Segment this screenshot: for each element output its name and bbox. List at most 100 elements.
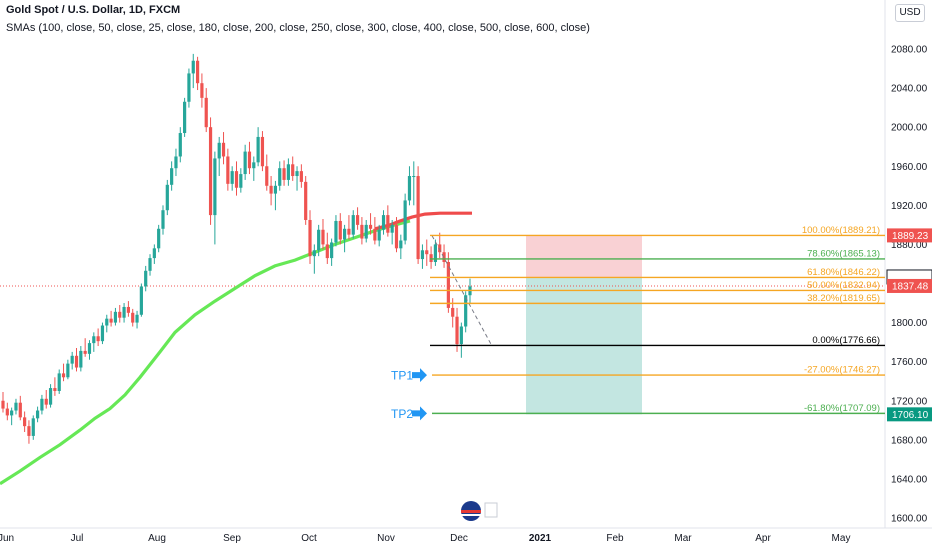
candle <box>368 213 373 235</box>
candle <box>161 205 165 235</box>
fib-label: 50.00%(1832.94) <box>807 280 880 291</box>
candle-body <box>74 355 79 368</box>
grid <box>0 0 932 529</box>
candle-body <box>278 168 282 186</box>
candle <box>83 338 87 357</box>
candle <box>191 53 195 89</box>
candle-body <box>18 402 22 418</box>
candle <box>27 420 31 444</box>
candle-body <box>330 242 334 259</box>
candle-body <box>295 171 299 177</box>
time-tick-label: Mar <box>674 533 692 544</box>
candle-body <box>139 286 143 315</box>
candle <box>256 127 260 167</box>
candle <box>299 164 303 188</box>
price-tag: 1837.48 <box>887 278 932 293</box>
candle <box>291 156 295 181</box>
time-tick-label: Nov <box>377 533 395 544</box>
price-tag-label: 1706.10 <box>892 410 929 421</box>
candle-body <box>204 97 208 128</box>
candle <box>343 224 347 253</box>
candle <box>351 210 355 239</box>
fib-label: 0.00%(1776.66) <box>812 335 880 346</box>
candle <box>195 56 200 91</box>
candle <box>390 219 394 245</box>
candle <box>100 322 105 345</box>
candle <box>286 158 290 186</box>
candle <box>425 239 429 266</box>
price-axis[interactable]: 1600.00 1640.00 1680.00 1720.00 1760.00 1800.… <box>886 45 932 525</box>
candle-body <box>83 350 87 354</box>
candle-body <box>161 210 165 229</box>
candle-body <box>260 136 265 167</box>
candle-body <box>165 184 169 211</box>
candle-body <box>304 181 308 220</box>
candle <box>139 283 143 317</box>
candle <box>312 244 316 274</box>
candle <box>226 148 230 191</box>
price-tag-bg <box>887 278 932 293</box>
chart-title: Gold Spot / U.S. Dollar, 1D, FXCM <box>6 4 181 16</box>
candle <box>183 97 187 137</box>
candle-body <box>312 250 316 257</box>
candle <box>57 369 61 394</box>
candle-body <box>317 229 321 251</box>
price-tick-label: 1720.00 <box>891 396 928 407</box>
candle <box>40 394 44 415</box>
candle-body <box>226 156 230 184</box>
candle-body <box>412 176 416 178</box>
time-tick-label: May <box>832 533 851 544</box>
candle <box>152 244 156 264</box>
candle <box>381 210 386 235</box>
candle <box>131 308 135 327</box>
candle <box>269 176 273 206</box>
time-tick-label: Jun <box>0 533 14 544</box>
time-axis[interactable]: Jun Jul Aug Sep Oct Nov Dec 2021 Feb Mar Apr May <box>0 533 850 544</box>
candle-body <box>40 398 44 411</box>
candle-body <box>183 101 187 134</box>
candle <box>92 332 96 352</box>
price-tick-label: 1960.00 <box>891 162 928 173</box>
currency-button[interactable]: USD <box>895 4 925 22</box>
time-tick-label: Sep <box>223 533 241 544</box>
time-tick-label: Aug <box>148 533 166 544</box>
price-tick-label: 1880.00 <box>891 240 928 251</box>
candle-body <box>191 60 195 74</box>
candle-body <box>5 408 9 416</box>
candle <box>386 205 390 237</box>
candle <box>243 144 247 180</box>
candle <box>135 310 139 329</box>
fib-label: 78.60%(1865.13) <box>807 248 880 259</box>
candle <box>321 219 325 250</box>
time-tick-label: Dec <box>450 533 468 544</box>
candle-body <box>377 229 381 241</box>
candle-body <box>416 176 420 260</box>
candle <box>330 238 334 266</box>
candle <box>174 148 178 177</box>
candle <box>338 213 342 245</box>
candle-body <box>131 312 135 323</box>
fib-label: -27.00%(1746.27) <box>804 365 880 376</box>
candle <box>53 377 57 396</box>
candle <box>260 131 265 172</box>
fib-label: 61.80%(1846.22) <box>807 267 880 278</box>
candle-body <box>174 156 178 169</box>
candle-body <box>70 355 74 364</box>
candle-body <box>360 224 364 239</box>
candle-body <box>325 244 329 259</box>
candle-body <box>381 215 386 230</box>
candle <box>403 193 407 245</box>
price-tick-label: 1600.00 <box>891 514 928 525</box>
candle-body <box>394 224 399 249</box>
candle-body <box>96 336 100 342</box>
sma-green-line <box>0 219 411 486</box>
candle-body <box>355 215 360 225</box>
candle-body <box>252 162 256 169</box>
candle <box>247 141 252 175</box>
candle-body <box>148 258 152 271</box>
price-tag-bg <box>887 407 932 422</box>
candle <box>122 303 126 323</box>
candle <box>420 244 425 269</box>
candle-body <box>451 307 455 317</box>
